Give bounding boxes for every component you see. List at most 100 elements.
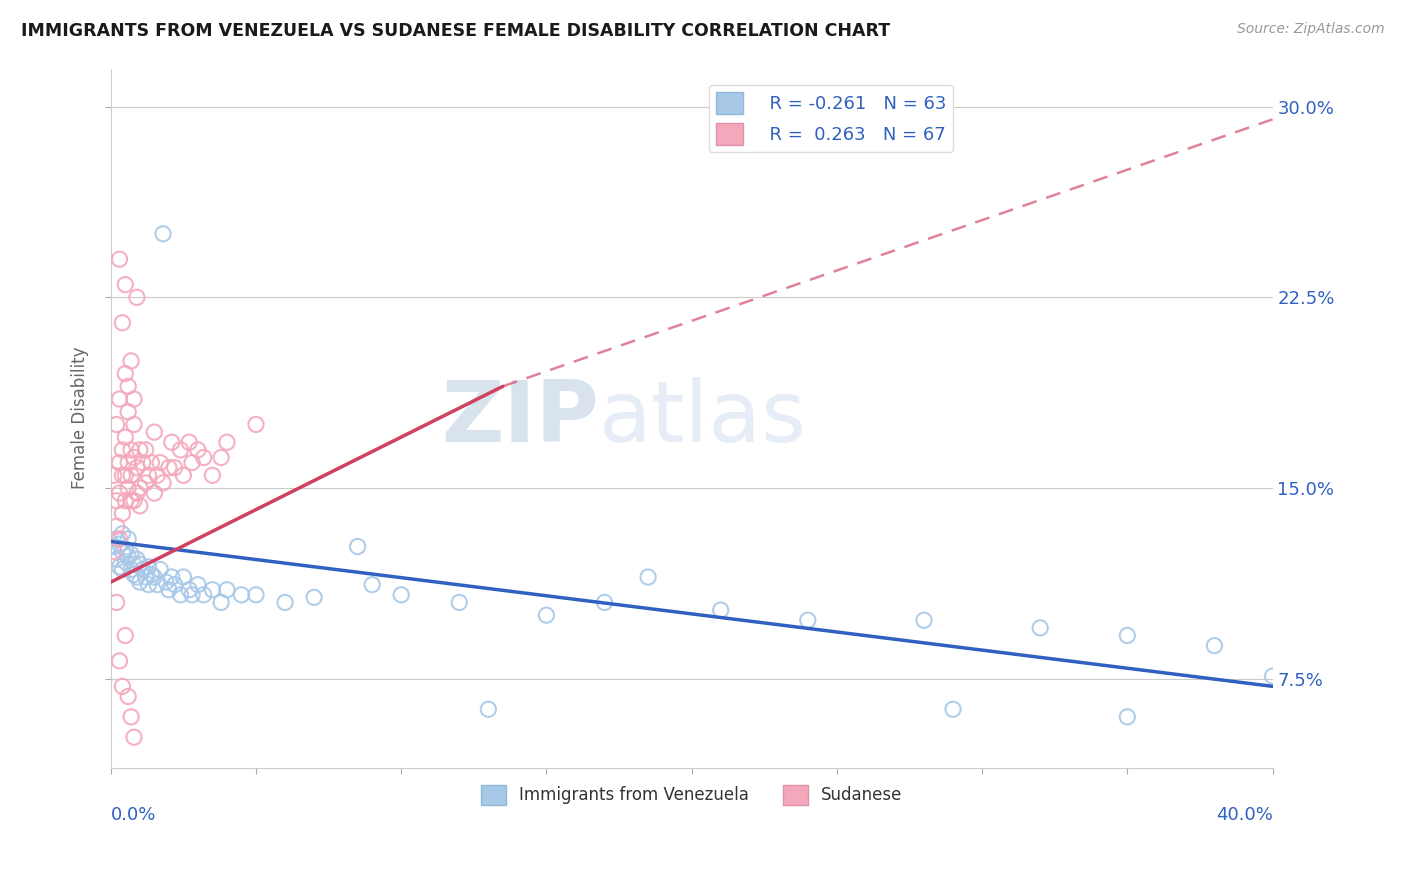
Point bbox=[135, 570, 157, 584]
Point bbox=[120, 547, 142, 561]
Point bbox=[215, 582, 238, 597]
Point bbox=[138, 559, 160, 574]
Point bbox=[108, 252, 131, 267]
Point bbox=[193, 588, 215, 602]
Point bbox=[132, 562, 155, 576]
Point bbox=[117, 549, 139, 564]
Point bbox=[201, 582, 224, 597]
Point bbox=[152, 227, 174, 241]
Point bbox=[103, 544, 125, 558]
Point bbox=[143, 486, 166, 500]
Point bbox=[114, 430, 136, 444]
Point bbox=[181, 588, 204, 602]
Point bbox=[125, 460, 148, 475]
Point bbox=[105, 532, 128, 546]
Point bbox=[125, 570, 148, 584]
Point bbox=[108, 486, 131, 500]
Point bbox=[912, 613, 935, 627]
Point bbox=[172, 468, 194, 483]
Text: IMMIGRANTS FROM VENEZUELA VS SUDANESE FEMALE DISABILITY CORRELATION CHART: IMMIGRANTS FROM VENEZUELA VS SUDANESE FE… bbox=[21, 22, 890, 40]
Point bbox=[117, 379, 139, 393]
Point bbox=[114, 367, 136, 381]
Point bbox=[105, 493, 128, 508]
Point bbox=[117, 456, 139, 470]
Point bbox=[135, 475, 157, 490]
Text: Source: ZipAtlas.com: Source: ZipAtlas.com bbox=[1237, 22, 1385, 37]
Point bbox=[637, 570, 659, 584]
Point bbox=[103, 540, 125, 554]
Point bbox=[122, 392, 145, 406]
Point bbox=[108, 559, 131, 574]
Point bbox=[132, 456, 155, 470]
Point bbox=[122, 493, 145, 508]
Point bbox=[122, 567, 145, 582]
Point bbox=[157, 460, 180, 475]
Point bbox=[117, 405, 139, 419]
Point bbox=[231, 588, 253, 602]
Point bbox=[245, 417, 267, 432]
Point bbox=[593, 595, 616, 609]
Point bbox=[160, 570, 183, 584]
Point bbox=[105, 595, 128, 609]
Point bbox=[179, 582, 201, 597]
Point bbox=[125, 290, 148, 304]
Point bbox=[1116, 628, 1139, 642]
Point bbox=[111, 679, 134, 693]
Point bbox=[1029, 621, 1052, 635]
Point bbox=[128, 481, 150, 495]
Point bbox=[245, 588, 267, 602]
Point bbox=[111, 316, 134, 330]
Text: atlas: atlas bbox=[599, 376, 807, 459]
Point bbox=[477, 702, 499, 716]
Point bbox=[120, 493, 142, 508]
Text: ZIP: ZIP bbox=[441, 376, 599, 459]
Point bbox=[120, 468, 142, 483]
Point bbox=[111, 544, 134, 558]
Point bbox=[146, 577, 169, 591]
Point bbox=[120, 710, 142, 724]
Y-axis label: Female Disability: Female Disability bbox=[72, 347, 89, 490]
Point bbox=[111, 468, 134, 483]
Point bbox=[114, 468, 136, 483]
Point bbox=[105, 519, 128, 533]
Point bbox=[108, 537, 131, 551]
Point bbox=[120, 562, 142, 576]
Point bbox=[138, 577, 160, 591]
Point bbox=[141, 567, 163, 582]
Point bbox=[209, 450, 232, 465]
Text: 40.0%: 40.0% bbox=[1216, 806, 1272, 824]
Point bbox=[117, 690, 139, 704]
Point bbox=[149, 562, 172, 576]
Point bbox=[160, 435, 183, 450]
Point bbox=[128, 575, 150, 590]
Point bbox=[111, 442, 134, 457]
Point bbox=[181, 456, 204, 470]
Point bbox=[111, 526, 134, 541]
Point bbox=[209, 595, 232, 609]
Point bbox=[193, 450, 215, 465]
Point bbox=[117, 481, 139, 495]
Point bbox=[108, 654, 131, 668]
Point bbox=[114, 493, 136, 508]
Point bbox=[128, 499, 150, 513]
Point bbox=[138, 468, 160, 483]
Point bbox=[797, 613, 820, 627]
Point bbox=[172, 570, 194, 584]
Point bbox=[128, 558, 150, 572]
Point bbox=[152, 475, 174, 490]
Point bbox=[179, 435, 201, 450]
Point bbox=[135, 442, 157, 457]
Point bbox=[117, 532, 139, 546]
Point bbox=[114, 542, 136, 557]
Point bbox=[536, 608, 558, 623]
Point bbox=[1261, 669, 1284, 683]
Point bbox=[143, 570, 166, 584]
Point bbox=[143, 425, 166, 439]
Point bbox=[942, 702, 965, 716]
Point bbox=[361, 577, 384, 591]
Point bbox=[114, 277, 136, 292]
Point bbox=[157, 582, 180, 597]
Point bbox=[146, 468, 169, 483]
Point bbox=[103, 468, 125, 483]
Point bbox=[1116, 710, 1139, 724]
